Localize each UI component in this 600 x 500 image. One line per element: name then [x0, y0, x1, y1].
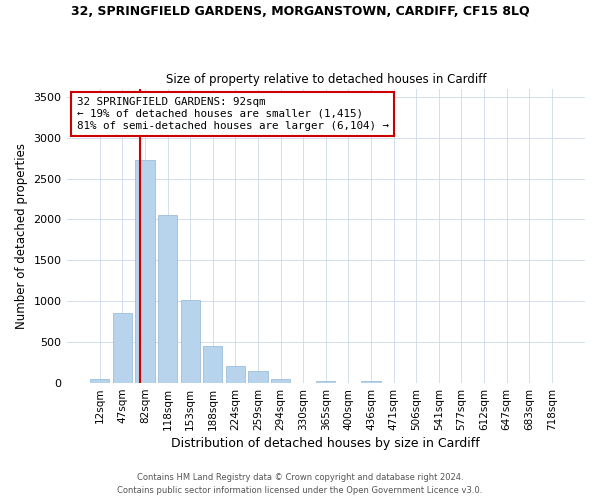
Bar [158, 214, 177, 383]
Title: Size of property relative to detached houses in Cardiff: Size of property relative to detached ho… [166, 73, 486, 86]
Text: Contains HM Land Registry data © Crown copyright and database right 2024.
Contai: Contains HM Land Registry data © Crown c… [118, 474, 482, 495]
Bar [316, 380, 335, 383]
X-axis label: Distribution of detached houses by size in Cardiff: Distribution of detached houses by size … [172, 437, 480, 450]
Bar [203, 346, 223, 383]
Bar [226, 366, 245, 383]
Bar [248, 371, 268, 383]
Text: 32 SPRINGFIELD GARDENS: 92sqm
← 19% of detached houses are smaller (1,415)
81% o: 32 SPRINGFIELD GARDENS: 92sqm ← 19% of d… [77, 98, 389, 130]
Y-axis label: Number of detached properties: Number of detached properties [15, 143, 28, 329]
Bar [90, 378, 109, 383]
Bar [271, 378, 290, 383]
Bar [113, 313, 132, 383]
Bar [181, 300, 200, 383]
Bar [361, 382, 380, 383]
Text: 32, SPRINGFIELD GARDENS, MORGANSTOWN, CARDIFF, CF15 8LQ: 32, SPRINGFIELD GARDENS, MORGANSTOWN, CA… [71, 5, 529, 18]
Bar [136, 160, 155, 383]
